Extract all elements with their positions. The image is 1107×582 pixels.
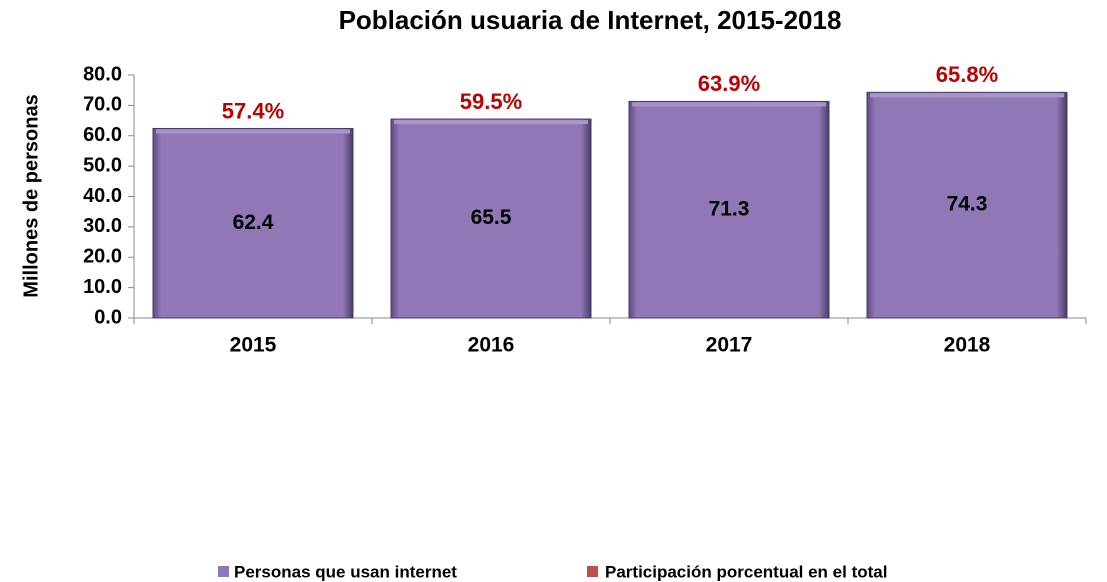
x-tick-label: 2017: [706, 334, 753, 357]
y-tick-label: 70.0: [83, 94, 122, 116]
percentage-label: 63.9%: [698, 71, 760, 96]
bar: [628, 100, 830, 319]
legend-label: Personas que usan internet: [234, 562, 457, 581]
bar-value-label: 65.5: [471, 206, 512, 229]
bar-value-label: 74.3: [947, 193, 988, 216]
x-tick-label: 2015: [230, 334, 277, 357]
percentage-label: 57.4%: [222, 98, 284, 123]
bar-top: [156, 129, 350, 134]
x-tick-label: 2018: [944, 334, 991, 357]
bar: [390, 118, 592, 319]
y-tick-label: 0.0: [94, 306, 122, 328]
y-tick-label: 40.0: [83, 185, 122, 207]
bar-value-label: 71.3: [709, 197, 750, 220]
legend-swatch: [587, 566, 598, 577]
y-axis-label: Millones de personas: [20, 94, 42, 297]
bar: [152, 127, 354, 319]
bar-value-label: 62.4: [233, 211, 274, 234]
y-tick-label: 80.0: [83, 63, 122, 85]
y-tick-label: 60.0: [83, 124, 122, 146]
y-tick-label: 10.0: [83, 276, 122, 298]
x-tick-label: 2016: [468, 334, 515, 357]
y-tick-label: 50.0: [83, 154, 122, 176]
bar-top: [870, 93, 1064, 98]
percentage-label: 59.5%: [460, 89, 522, 114]
bar-top: [394, 120, 588, 125]
y-tick-label: 30.0: [83, 215, 122, 237]
legend-swatch: [218, 566, 229, 577]
legend-label: Participación porcentual en el total: [605, 562, 887, 581]
chart-title: Población usuaria de Internet, 2015-2018: [339, 5, 842, 35]
percentage-label: 65.8%: [936, 62, 998, 87]
bar-top: [632, 102, 826, 107]
bar: [866, 91, 1068, 319]
y-tick-label: 20.0: [83, 246, 122, 268]
